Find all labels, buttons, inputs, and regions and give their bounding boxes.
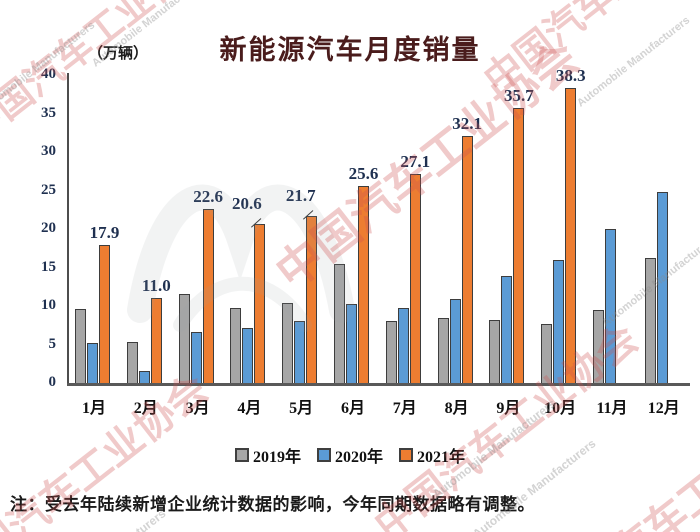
bar-value-label: 35.7 xyxy=(504,86,534,106)
bar-value-label: 32.1 xyxy=(452,113,482,133)
bar-2019年 xyxy=(437,317,449,383)
bar-2020年 xyxy=(190,332,202,383)
bar-2020年 xyxy=(138,371,150,383)
bar-value-label: 25.6 xyxy=(348,163,379,183)
bar-2019年 xyxy=(334,264,345,383)
bar-value-label: 27.1 xyxy=(400,152,431,172)
legend-label: 2019年 xyxy=(252,449,301,466)
legend-swatch-2021年 xyxy=(399,448,413,462)
y-tick-label: 10 xyxy=(41,297,56,313)
bar-group: 35.7 xyxy=(482,75,534,383)
bar-value-label: 21.7 xyxy=(285,185,316,205)
x-tick-label: 11月 xyxy=(596,400,628,417)
bar-group: 38.3 xyxy=(534,66,586,383)
x-tick-label: 8月 xyxy=(444,400,469,417)
bar-2020年 xyxy=(397,307,409,383)
y-axis-line xyxy=(67,73,69,385)
bar-group: 17.9 xyxy=(68,75,120,383)
bar-2021年 xyxy=(99,245,110,383)
bar-group: 32.1 xyxy=(431,75,483,383)
bar-2020年 xyxy=(87,342,98,383)
bar-2020年 xyxy=(242,327,254,383)
bar-2019年 xyxy=(282,302,294,383)
legend-item-2020年: 2020年 xyxy=(316,443,383,467)
x-tick-label: 9月 xyxy=(496,400,521,417)
bar-2021年 xyxy=(202,208,214,383)
y-tick-label: 40 xyxy=(41,66,56,82)
bar-2021年 xyxy=(306,215,318,383)
x-tick-label: 4月 xyxy=(237,400,262,417)
y-tick-label: 20 xyxy=(41,220,56,236)
bar-2021年 xyxy=(565,88,577,383)
footnote: 注：受去年陆续新增企业统计数据的影响，今年同期数据略有调整。 xyxy=(10,495,535,514)
bar-value-label: 11.0 xyxy=(141,276,171,296)
legend-item-2019年: 2019年 xyxy=(234,443,301,467)
bar-2019年 xyxy=(126,342,138,383)
bar-2021年 xyxy=(409,174,421,383)
bar-group: 22.6 xyxy=(172,75,224,383)
y-tick-label: 25 xyxy=(41,181,56,198)
bar-2021年 xyxy=(513,108,525,383)
bar-2019年 xyxy=(541,324,553,383)
legend-label: 2021年 xyxy=(417,449,466,466)
bar-value-label: 38.3 xyxy=(555,66,586,86)
bar-2020年 xyxy=(605,229,616,383)
bar-group: 20.6 xyxy=(223,75,275,383)
bar-group xyxy=(638,75,690,383)
legend-item-2021年: 2021年 xyxy=(399,443,465,467)
bar-group: 25.6 xyxy=(327,75,379,383)
legend-swatch-2019年 xyxy=(234,448,249,462)
bar-2021年 xyxy=(358,185,369,383)
x-tick-label: 10月 xyxy=(544,400,577,417)
y-axis-unit-label: （万辆） xyxy=(88,46,149,62)
x-tick-label: 7月 xyxy=(392,400,417,417)
bar-2019年 xyxy=(385,321,397,383)
bar-2020年 xyxy=(501,275,513,383)
y-tick-label: 15 xyxy=(41,258,56,275)
bar-2019年 xyxy=(230,308,242,383)
bar-2020年 xyxy=(449,299,461,383)
bar-group: 27.1 xyxy=(379,75,431,383)
bar-2021年 xyxy=(461,135,473,383)
bar-group: 11.0 xyxy=(120,75,172,383)
y-tick-label: 0 xyxy=(48,374,57,390)
x-tick-label: 6月 xyxy=(340,400,365,417)
x-axis-line xyxy=(67,383,690,386)
legend-label: 2020年 xyxy=(334,449,383,466)
y-tick-label: 5 xyxy=(48,335,57,352)
bar-group: 21.7 xyxy=(275,75,327,383)
bar-value-label: 17.9 xyxy=(89,223,120,243)
bar-2019年 xyxy=(75,309,86,383)
x-tick-label: 1月 xyxy=(81,400,106,417)
bar-2019年 xyxy=(593,309,604,383)
bar-2020年 xyxy=(656,192,668,383)
y-tick-label: 35 xyxy=(41,104,56,121)
y-tick-label: 30 xyxy=(41,143,56,159)
x-tick-label: 3月 xyxy=(185,400,210,417)
bar-2021年 xyxy=(150,298,162,383)
x-tick-label: 2月 xyxy=(133,400,158,417)
bar-2021年 xyxy=(254,224,266,383)
x-tick-label: 5月 xyxy=(289,400,314,417)
bar-2019年 xyxy=(489,319,501,383)
page-title: 新能源汽车月度销量 xyxy=(219,35,481,65)
bar-group xyxy=(586,75,638,383)
bar-2019年 xyxy=(178,293,190,383)
x-tick-label: 12月 xyxy=(647,400,680,417)
bar-2020年 xyxy=(294,320,306,383)
bar-value-label: 22.6 xyxy=(193,186,223,206)
bar-2019年 xyxy=(644,257,656,383)
legend: 2019年 2020年 2021年 xyxy=(0,443,700,467)
legend-swatch-2020年 xyxy=(316,448,331,462)
bar-2020年 xyxy=(346,303,357,383)
bar-value-label: 20.6 xyxy=(232,194,262,214)
bar-2020年 xyxy=(553,259,565,383)
